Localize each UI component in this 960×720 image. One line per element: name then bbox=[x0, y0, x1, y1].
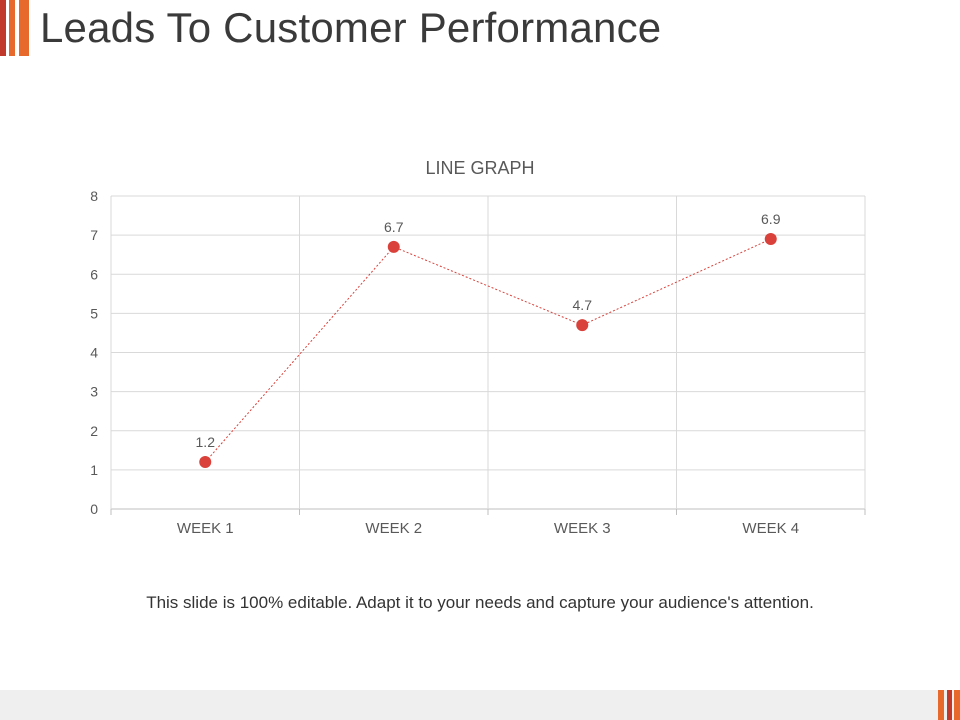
slide-title: Leads To Customer Performance bbox=[40, 4, 662, 51]
x-tick-label: WEEK 3 bbox=[554, 520, 611, 537]
x-tick-label: WEEK 1 bbox=[177, 520, 234, 537]
y-tick-label: 7 bbox=[90, 227, 98, 243]
y-tick-label: 2 bbox=[90, 423, 98, 439]
chart-title: LINE GRAPH bbox=[425, 158, 534, 178]
accent-bar-red bbox=[0, 0, 6, 56]
data-label: 6.9 bbox=[761, 211, 781, 227]
y-tick-label: 6 bbox=[90, 266, 98, 282]
accent-bar-orange-2 bbox=[19, 0, 29, 56]
y-tick-label: 5 bbox=[90, 305, 98, 321]
footer-band bbox=[0, 690, 960, 720]
data-label: 4.7 bbox=[573, 297, 593, 313]
data-point bbox=[576, 319, 589, 332]
line-chart: LINE GRAPH 0 1 2 3 4 5 6 7 8 WEEK 1 WEEK 2 WEEK 3 WEE… bbox=[90, 158, 866, 537]
y-tick-label: 1 bbox=[90, 462, 98, 478]
data-point bbox=[199, 456, 212, 469]
y-tick-label: 0 bbox=[90, 501, 98, 517]
y-tick-label: 8 bbox=[90, 188, 98, 204]
data-point bbox=[387, 240, 400, 253]
data-label: 1.2 bbox=[196, 434, 216, 450]
y-tick-label: 3 bbox=[90, 384, 98, 400]
corner-bar-red bbox=[947, 690, 952, 720]
y-tick-label: 4 bbox=[90, 345, 98, 361]
corner-bar-orange-1 bbox=[938, 690, 944, 720]
data-label: 6.7 bbox=[384, 219, 404, 235]
slide-caption: This slide is 100% editable. Adapt it to… bbox=[146, 593, 814, 612]
x-tick-label: WEEK 2 bbox=[365, 520, 422, 537]
data-point bbox=[764, 233, 777, 246]
accent-bar-orange-1 bbox=[9, 0, 15, 56]
x-tick-label: WEEK 4 bbox=[742, 520, 799, 537]
series-line bbox=[204, 238, 771, 463]
corner-bar-orange-2 bbox=[954, 690, 960, 720]
